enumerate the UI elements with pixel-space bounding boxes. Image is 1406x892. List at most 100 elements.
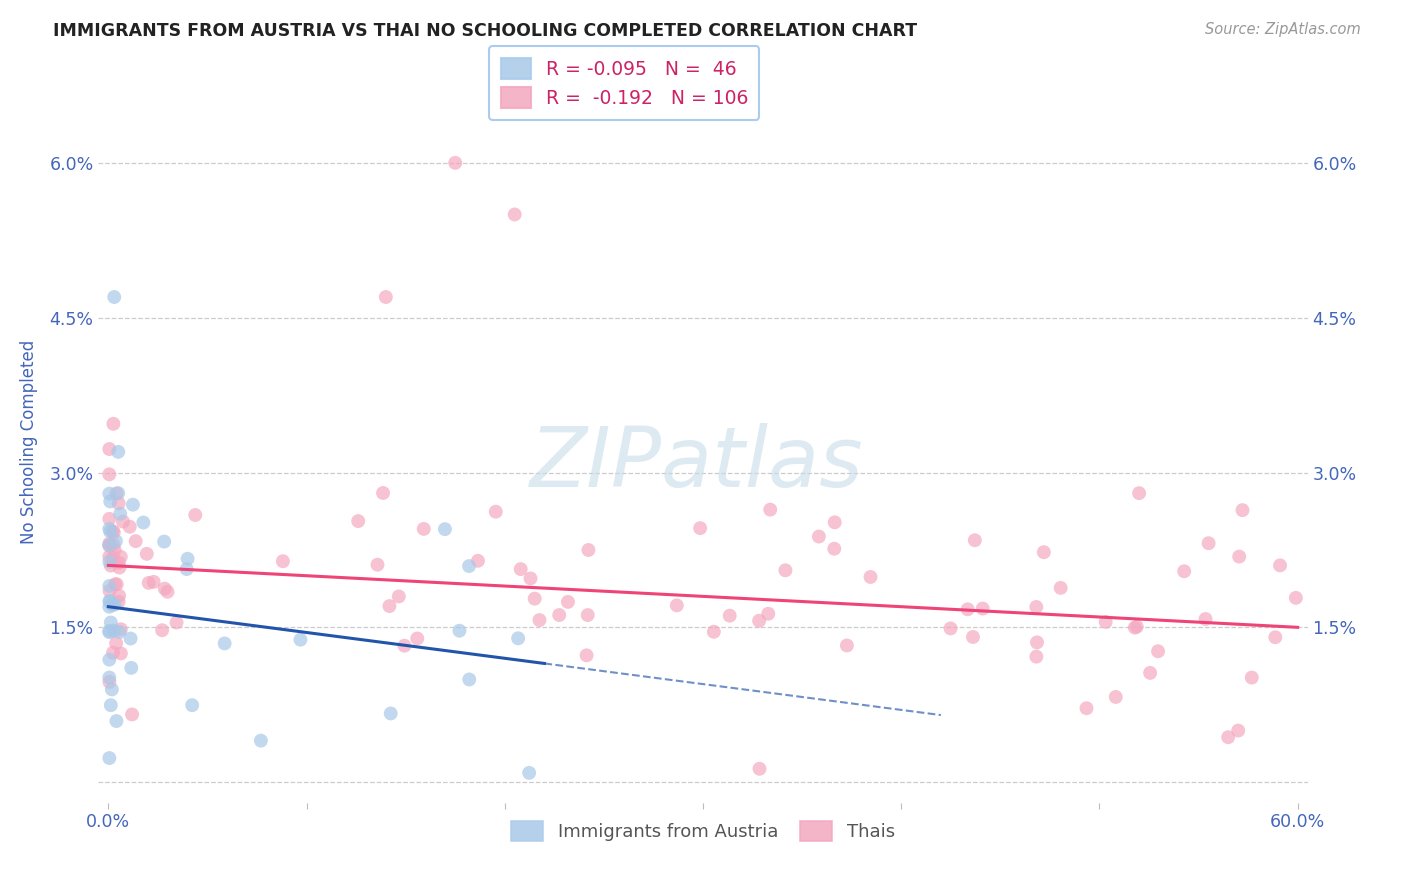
Point: [939, 621, 962, 635]
Point: [184, 508, 207, 522]
Point: [108, 624, 131, 639]
Point: [1227, 723, 1250, 738]
Point: [1025, 649, 1047, 664]
Point: [101, 550, 124, 565]
Point: [1232, 503, 1254, 517]
Point: [98, 536, 121, 550]
Point: [1094, 615, 1116, 629]
Point: [517, 765, 540, 780]
Point: [557, 595, 579, 609]
Point: [1268, 558, 1291, 573]
Point: [444, 156, 467, 170]
Point: [118, 520, 141, 534]
Point: [125, 534, 148, 549]
Point: [1139, 665, 1161, 680]
Point: [1025, 599, 1047, 614]
Point: [1147, 644, 1170, 658]
Point: [176, 551, 198, 566]
Point: [366, 558, 388, 572]
Point: [467, 554, 489, 568]
Point: [529, 613, 551, 627]
Point: [166, 615, 188, 630]
Point: [271, 554, 294, 568]
Point: [1198, 536, 1220, 550]
Point: [98, 549, 121, 564]
Point: [1123, 621, 1146, 635]
Point: [449, 624, 471, 638]
Point: [748, 614, 770, 628]
Point: [575, 648, 598, 663]
Point: [132, 516, 155, 530]
Point: [578, 543, 600, 558]
Point: [1126, 620, 1149, 634]
Point: [1227, 549, 1250, 564]
Point: [962, 630, 984, 644]
Point: [98, 512, 121, 526]
Point: [508, 632, 530, 646]
Point: [98, 625, 121, 640]
Point: [1264, 630, 1286, 644]
Point: [108, 560, 131, 574]
Text: ZIPatlas: ZIPatlas: [530, 423, 863, 504]
Point: [1128, 486, 1150, 500]
Point: [98, 539, 121, 553]
Point: [703, 624, 725, 639]
Point: [98, 599, 121, 614]
Point: [835, 639, 858, 653]
Point: [503, 207, 526, 221]
Point: [101, 524, 124, 539]
Point: [98, 467, 121, 482]
Point: [120, 632, 142, 646]
Point: [1105, 690, 1128, 704]
Point: [98, 522, 121, 536]
Point: [756, 607, 779, 621]
Point: [775, 563, 797, 577]
Point: [108, 589, 131, 603]
Point: [98, 494, 121, 508]
Point: [1285, 591, 1308, 605]
Point: [103, 290, 125, 304]
Point: [107, 486, 129, 500]
Point: [181, 698, 204, 713]
Point: [110, 622, 132, 636]
Point: [1032, 545, 1054, 559]
Point: [1026, 635, 1049, 649]
Point: [98, 555, 121, 569]
Point: [972, 601, 994, 615]
Point: [523, 591, 546, 606]
Point: [380, 706, 402, 721]
Point: [378, 599, 401, 613]
Point: [105, 714, 128, 728]
Point: [98, 579, 121, 593]
Point: [1173, 564, 1195, 578]
Point: [665, 599, 688, 613]
Point: [250, 733, 273, 747]
Point: [121, 707, 143, 722]
Point: [98, 624, 121, 638]
Text: IMMIGRANTS FROM AUSTRIA VS THAI NO SCHOOLING COMPLETED CORRELATION CHART: IMMIGRANTS FROM AUSTRIA VS THAI NO SCHOO…: [53, 22, 918, 40]
Point: [548, 607, 571, 622]
Point: [823, 541, 845, 556]
Text: Source: ZipAtlas.com: Source: ZipAtlas.com: [1205, 22, 1361, 37]
Point: [98, 524, 121, 539]
Point: [110, 507, 132, 521]
Point: [110, 549, 132, 564]
Y-axis label: No Schooling Completed: No Schooling Completed: [20, 340, 38, 543]
Point: [153, 534, 176, 549]
Point: [122, 498, 145, 512]
Point: [433, 522, 456, 536]
Point: [98, 584, 121, 599]
Point: [824, 516, 846, 530]
Point: [1194, 612, 1216, 626]
Point: [576, 608, 599, 623]
Point: [371, 486, 394, 500]
Point: [458, 673, 481, 687]
Point: [156, 584, 179, 599]
Point: [100, 698, 122, 713]
Point: [689, 521, 711, 535]
Point: [135, 547, 157, 561]
Point: [98, 594, 121, 608]
Point: [105, 636, 128, 650]
Point: [104, 577, 127, 591]
Point: [963, 533, 986, 548]
